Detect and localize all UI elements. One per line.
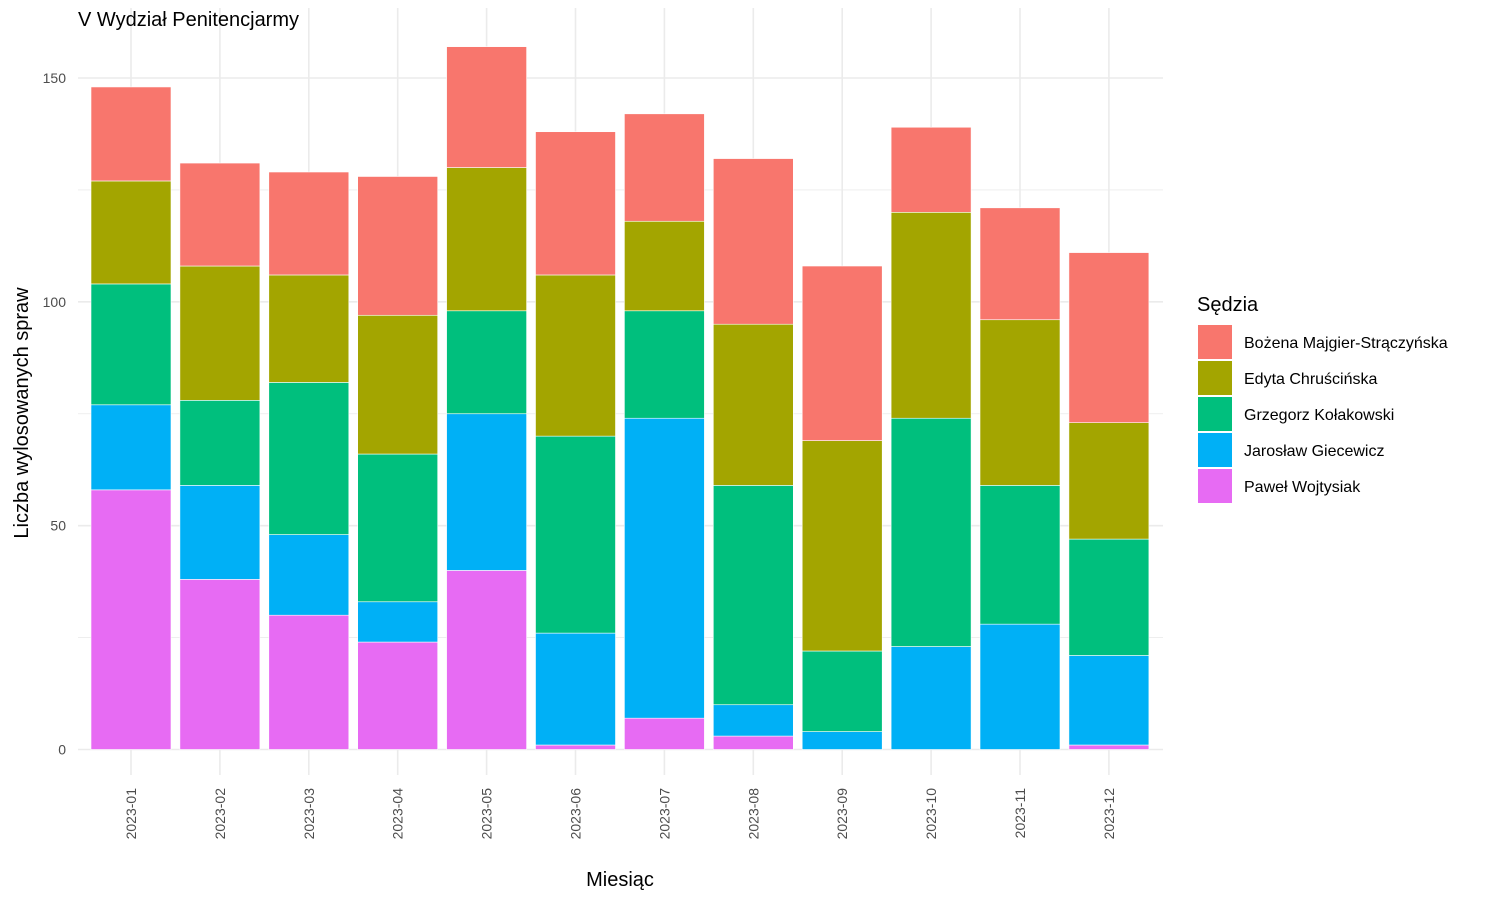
bar-segment	[624, 113, 705, 222]
bar-segment	[801, 265, 883, 441]
bar-segment	[90, 180, 172, 285]
bar-segment	[268, 274, 350, 383]
legend-key	[1198, 433, 1232, 467]
bars-layer	[90, 46, 1150, 750]
x-tick-label: 2023-12	[1101, 788, 1117, 840]
legend-key	[1198, 469, 1232, 503]
x-tick-label: 2023-06	[568, 788, 584, 840]
legend-key	[1198, 361, 1232, 395]
legend-key	[1198, 325, 1232, 359]
bar-segment	[90, 404, 172, 491]
y-axis-title: Liczba wylosowanych spraw	[11, 287, 33, 539]
bar-segment	[446, 413, 527, 571]
bar-segment	[890, 417, 972, 647]
bar-segment	[1068, 655, 1150, 746]
bar-segment	[446, 570, 527, 750]
bar-segment	[979, 207, 1061, 321]
bar-segment	[90, 489, 172, 750]
bar-segment	[179, 265, 261, 401]
x-tick-label: 2023-11	[1012, 788, 1028, 839]
chart-title: V Wydział Penitencjarmy	[78, 9, 299, 31]
x-tick-label: 2023-02	[212, 788, 228, 840]
bar-segment	[268, 382, 350, 535]
bar-segment	[446, 46, 527, 168]
x-tick-label: 2023-01	[123, 788, 139, 840]
bar-segment	[890, 126, 972, 213]
bar-segment	[357, 641, 439, 750]
bar-segment	[1068, 422, 1150, 540]
bar-segment	[890, 212, 972, 419]
x-tick-label: 2023-08	[745, 788, 761, 840]
y-tick-label: 50	[50, 518, 66, 534]
y-tick-label: 150	[43, 70, 67, 86]
bar-segment	[624, 717, 705, 750]
bar-segment	[357, 601, 439, 643]
legend-label: Bożena Majgier-Strączyńska	[1244, 335, 1448, 352]
y-tick-label: 0	[58, 742, 66, 758]
bar-segment	[357, 314, 439, 455]
bar-segment	[1068, 744, 1150, 750]
bar-segment	[890, 646, 972, 750]
bar-segment	[712, 323, 794, 486]
x-tick-label: 2023-03	[301, 788, 317, 840]
bar-segment	[624, 417, 705, 719]
bar-segment	[179, 579, 261, 750]
bar-segment	[90, 283, 172, 406]
bar-segment	[357, 453, 439, 603]
bar-segment	[624, 220, 705, 312]
bar-segment	[446, 310, 527, 415]
bar-segment	[712, 158, 794, 325]
bar-segment	[979, 623, 1061, 750]
legend-label: Paweł Wojtysiak	[1244, 479, 1361, 496]
bar-segment	[979, 485, 1061, 625]
bar-segment	[535, 744, 616, 750]
legend-label: Edyta Chruścińska	[1244, 371, 1377, 388]
bar-segment	[179, 485, 261, 580]
bar-segment	[801, 650, 883, 732]
x-axis-title: Miesiąc	[586, 869, 654, 891]
bar-segment	[535, 131, 616, 276]
legend-label: Grzegorz Kołakowski	[1244, 407, 1394, 424]
axis-layer: 0 50 100 150 2023-01 2023-02 2023-03 2023-04 202…	[43, 70, 1117, 839]
bar-segment	[90, 86, 172, 182]
bar-segment	[535, 435, 616, 634]
bar-segment	[979, 319, 1061, 486]
bar-segment	[712, 735, 794, 750]
x-tick-label: 2023-10	[923, 788, 939, 840]
bar-segment	[446, 167, 527, 312]
bar-segment	[179, 162, 261, 267]
bar-segment	[357, 176, 439, 316]
bar-segment	[712, 704, 794, 737]
x-tick-label: 2023-04	[390, 788, 406, 840]
bar-segment	[1068, 252, 1150, 424]
bar-segment	[535, 632, 616, 746]
y-tick-label: 100	[43, 294, 67, 310]
bar-segment	[1068, 538, 1150, 656]
x-tick-label: 2023-09	[834, 788, 850, 840]
bar-segment	[624, 310, 705, 419]
bar-segment	[268, 171, 350, 276]
bar-segment	[801, 731, 883, 750]
bar-segment	[268, 614, 350, 750]
bar-segment	[712, 485, 794, 706]
bar-segment	[535, 274, 616, 437]
legend-title: Sędzia	[1197, 294, 1259, 316]
legend-label: Jarosław Giecewicz	[1244, 443, 1384, 460]
legend-key	[1198, 397, 1232, 431]
bar-segment	[179, 400, 261, 486]
x-tick-label: 2023-05	[479, 788, 495, 840]
x-tick-label: 2023-07	[656, 788, 672, 840]
bar-segment	[268, 534, 350, 616]
legend: Sędzia Bożena Majgier-Strączyńska Edyta C…	[1197, 294, 1448, 503]
bar-segment	[801, 440, 883, 652]
